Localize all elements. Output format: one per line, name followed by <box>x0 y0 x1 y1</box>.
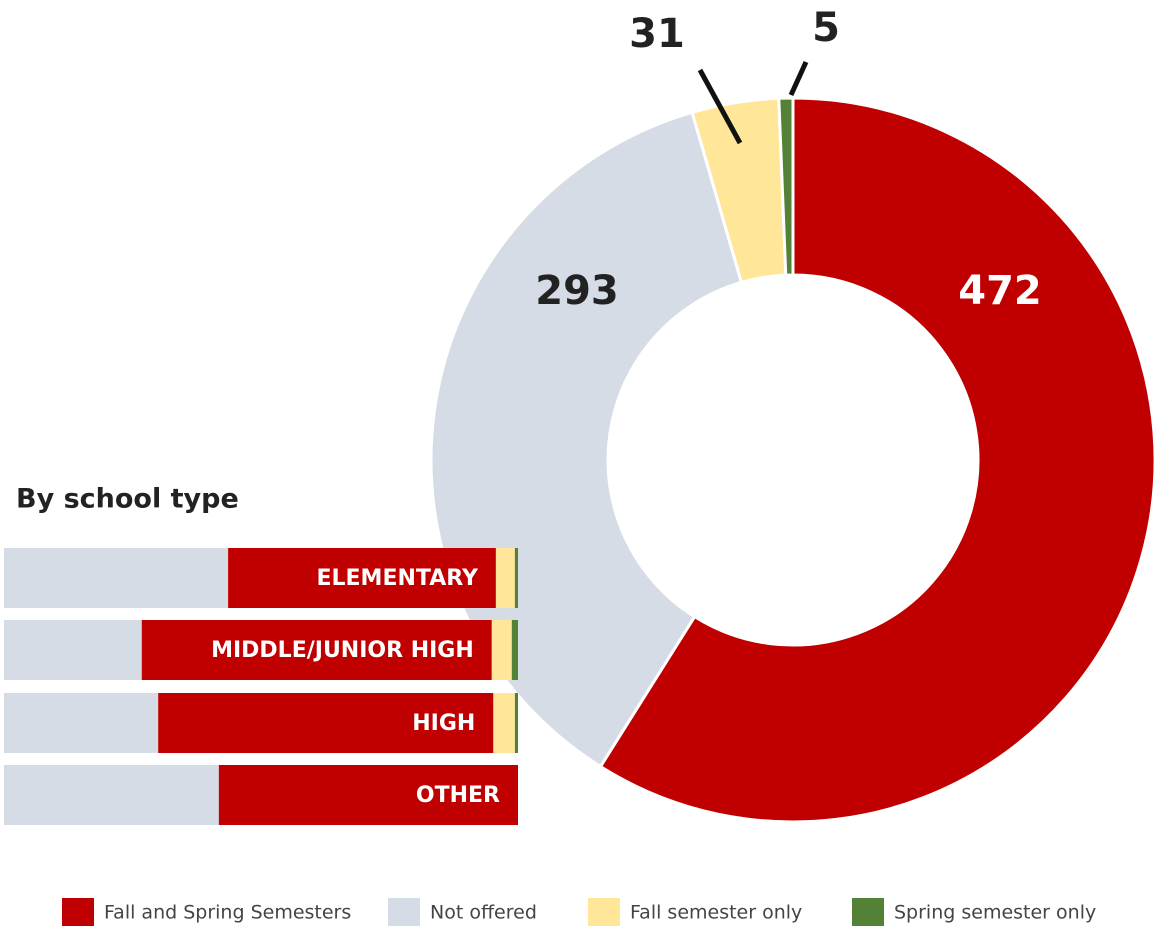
bar-segment <box>514 548 518 608</box>
bar-segment <box>491 620 512 680</box>
legend-swatch <box>388 898 420 926</box>
leader-line <box>697 68 743 145</box>
bar-segment <box>4 765 219 825</box>
legend-label: Not offered <box>430 902 537 924</box>
slice-label: 293 <box>535 268 619 314</box>
slice-label: 5 <box>812 5 840 51</box>
legend-label: Fall and Spring Semesters <box>104 902 351 924</box>
bar-segment <box>514 693 518 753</box>
legend-swatch <box>62 898 94 926</box>
bar-segment <box>158 693 494 753</box>
bar-segment <box>4 548 229 608</box>
legend-swatch <box>852 898 884 926</box>
bar-segment <box>218 765 519 825</box>
bar-segment <box>493 693 515 753</box>
leader-line <box>788 60 809 97</box>
slice-label: 472 <box>958 268 1042 314</box>
bar-segment <box>511 620 518 680</box>
category-label: HIGH <box>412 711 475 736</box>
legend-label: Spring semester only <box>894 902 1096 924</box>
bar-segment <box>141 620 492 680</box>
bar-segment <box>495 548 515 608</box>
bar-segment <box>4 620 142 680</box>
donut-slice <box>777 96 795 277</box>
category-label: MIDDLE/JUNIOR HIGH <box>211 638 474 663</box>
donut-slice <box>598 96 1157 824</box>
category-label: ELEMENTARY <box>316 566 478 591</box>
legend-label: Fall semester only <box>630 902 802 924</box>
slice-label: 31 <box>629 11 685 57</box>
bar-segment <box>228 548 496 608</box>
bar-segment <box>4 693 159 753</box>
legend-swatch <box>588 898 620 926</box>
category-label: OTHER <box>416 783 500 808</box>
bar-title: By school type <box>16 484 239 515</box>
